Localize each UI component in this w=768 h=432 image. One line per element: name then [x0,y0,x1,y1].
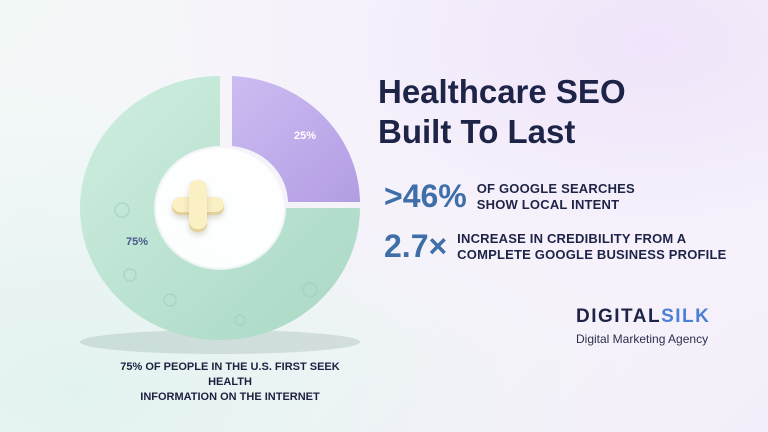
brand-part-1: DIGITAL [576,306,662,327]
slice-label-75: 75% [126,236,149,248]
stat-value: >46% [384,178,467,214]
brand-part-2: SILK [661,306,711,327]
title-line-2: Built To Last [378,113,576,150]
brand-logo: DIGITALSILK Digital Marketing Agency [576,306,710,346]
stat-description-line-2: show local intent [476,196,620,212]
brand-tagline: Digital Marketing Agency [576,332,709,346]
caption-line-2: information on the internet [140,391,320,403]
donut-chart [60,70,380,360]
plus-icon [172,180,224,232]
title-line-1: Healthcare SEO [378,73,626,110]
slice-label-25: 25% [294,130,317,142]
donut-slice-small [232,76,360,202]
caption-line-1: 75% of people in the U.S. first seek hea… [120,361,340,388]
donut-slice-large [80,76,360,340]
brand-wordmark: DIGITALSILK [576,306,710,328]
stat-description-line-2: complete Google Business Profile [457,246,727,262]
stat-value: 2.7× [384,228,448,264]
stat-local-intent: >46% of Google searches show local inten… [384,178,635,215]
page-title: Healthcare SEO Built To Last [378,72,738,152]
stat-description: increase in credibility from a complete … [457,231,726,263]
donut-caption: 75% of people in the U.S. first seek hea… [100,360,360,405]
stat-description-line-1: of Google searches [476,180,635,196]
stat-description: of Google searches show local intent [477,181,635,213]
stat-description-line-1: increase in credibility from a [457,230,687,246]
stat-credibility: 2.7× increase in credibility from a comp… [384,228,727,265]
